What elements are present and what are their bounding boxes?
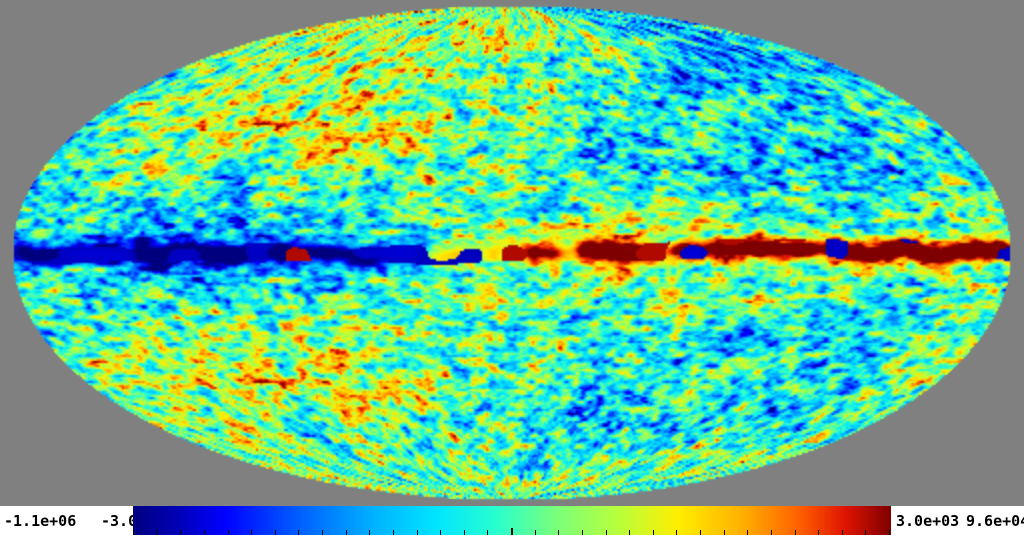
- sky-map-panel: [0, 0, 1024, 506]
- colorbar-gradient: [133, 506, 891, 535]
- colorbar-min-label: -1.1e+06: [4, 512, 77, 530]
- colorbar-canvas: [133, 506, 891, 535]
- mollweide-sky-ellipse: [12, 5, 1012, 501]
- colorbar-high-label: 3.0e+03: [896, 512, 960, 530]
- sky-map-canvas: [12, 5, 1012, 501]
- colorbar-panel: -1.1e+06 -3.0e+03 3.0e+03 9.6e+04: [0, 506, 1024, 535]
- colorbar-max-label: 9.6e+04: [966, 512, 1024, 530]
